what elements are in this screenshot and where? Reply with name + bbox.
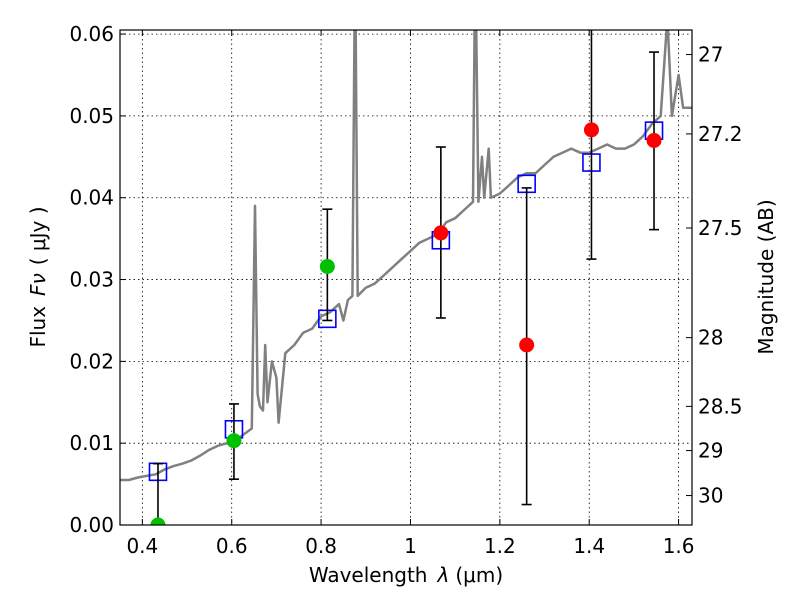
magnitude-tick-label: 28.5 bbox=[698, 394, 743, 418]
magnitude-tick-label: 30 bbox=[698, 484, 723, 508]
magnitude-tick-labels: 27 27.2 27.5 28 28.5 29 30 bbox=[698, 43, 743, 508]
y-tick-labels: 0.00 0.01 0.02 0.03 0.04 0.05 0.06 bbox=[69, 22, 114, 537]
y-tick-label: 0.01 bbox=[69, 431, 114, 455]
magnitude-tick-label: 27 bbox=[698, 43, 723, 67]
axis-ticks bbox=[120, 30, 692, 526]
magnitude-tick-label: 29 bbox=[698, 439, 723, 463]
x-tick-label: 1.2 bbox=[484, 534, 516, 558]
y-tick-label: 0.00 bbox=[69, 513, 114, 537]
y-tick-label: 0.04 bbox=[69, 186, 114, 210]
x-tick-label: 0.4 bbox=[126, 534, 158, 558]
red-data-point bbox=[433, 225, 449, 241]
x-tick-labels: 0.4 0.6 0.8 1 1.2 1.4 1.6 bbox=[126, 534, 694, 558]
green-data-point bbox=[319, 258, 335, 274]
red-data-point bbox=[519, 337, 535, 353]
y-tick-label: 0.02 bbox=[69, 349, 114, 373]
x-axis-title: Wavelength λ (μm) bbox=[309, 563, 503, 587]
grid bbox=[120, 30, 692, 526]
x-tick-label: 1.4 bbox=[573, 534, 605, 558]
y-axis-title: FluxFν( μJy ) bbox=[26, 206, 50, 347]
x-tick-label: 1 bbox=[404, 534, 417, 558]
red-data-point bbox=[646, 132, 662, 148]
photometry-points bbox=[150, 122, 662, 525]
y-tick-label: 0.06 bbox=[69, 22, 114, 46]
magnitude-tick-label: 28 bbox=[698, 326, 723, 350]
plot-content bbox=[120, 30, 692, 525]
y-tick-label: 0.03 bbox=[69, 268, 114, 292]
plot-frame bbox=[119, 29, 693, 526]
green-data-point bbox=[226, 433, 242, 449]
y-tick-label: 0.05 bbox=[69, 104, 114, 128]
magnitude-tick-label: 27.5 bbox=[698, 216, 743, 240]
red-data-point bbox=[583, 122, 599, 138]
x-tick-label: 1.6 bbox=[663, 534, 695, 558]
magnitude-axis-title: Magnitude (AB) bbox=[754, 199, 778, 354]
x-tick-label: 0.8 bbox=[305, 534, 337, 558]
x-tick-label: 0.6 bbox=[216, 534, 248, 558]
magnitude-tick-label: 27.2 bbox=[698, 122, 743, 146]
green-data-point bbox=[150, 517, 166, 525]
